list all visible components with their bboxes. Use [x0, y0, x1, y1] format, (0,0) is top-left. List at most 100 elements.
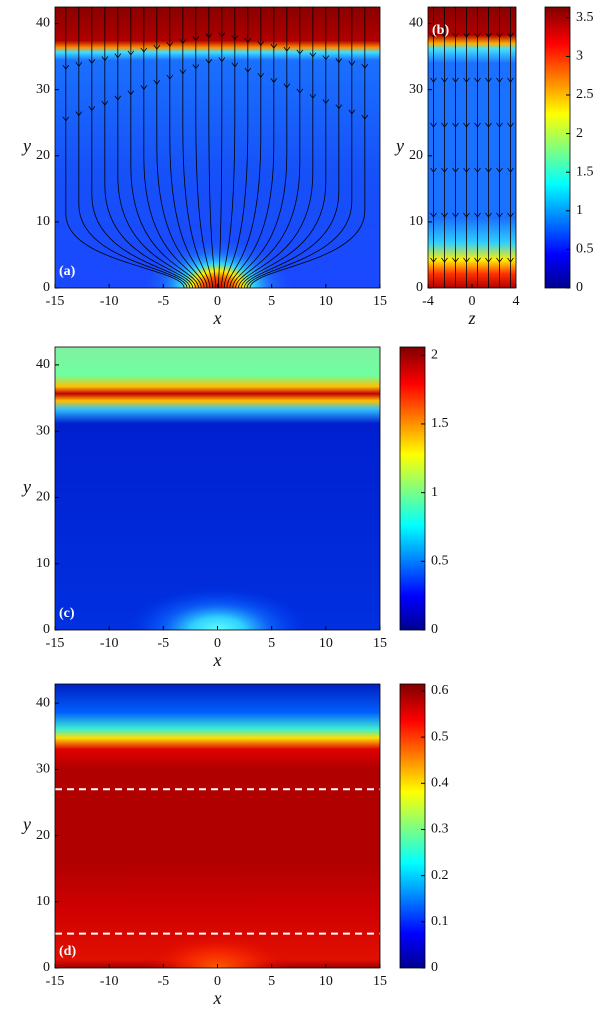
- x-tick-label: -5: [157, 974, 169, 989]
- y-tick-label: 20: [409, 148, 423, 163]
- arrow: [244, 38, 252, 44]
- colorbar-tick-label: 0.5: [431, 729, 449, 744]
- streamline: [226, 7, 262, 289]
- x-tick-label: 4: [513, 294, 520, 309]
- arrow: [296, 88, 304, 94]
- arrow: [463, 77, 470, 83]
- x-tick-label: 10: [319, 974, 333, 989]
- x-tick-label: -4: [422, 294, 434, 309]
- streamline: [91, 7, 191, 289]
- arrow: [507, 77, 514, 83]
- arrow: [452, 167, 459, 173]
- arrow: [485, 122, 492, 128]
- arrow: [496, 77, 503, 83]
- arrow: [218, 57, 226, 63]
- arrow: [496, 167, 503, 173]
- streamline: [220, 7, 236, 289]
- arrow: [474, 122, 481, 128]
- arrow: [474, 257, 481, 263]
- arrow: [496, 257, 503, 263]
- y-tick-label: 30: [36, 423, 50, 438]
- colorbar-tick-label: 2.5: [576, 87, 594, 102]
- arrow: [441, 167, 448, 173]
- streamline: [130, 7, 199, 289]
- y-tick-label: 10: [36, 214, 50, 229]
- x-axis-label: z: [467, 308, 475, 328]
- x-tick-label: 5: [268, 974, 275, 989]
- x-axis-label: x: [213, 988, 222, 1008]
- colorbar-tick-label: 1.5: [431, 416, 449, 431]
- arrow: [463, 167, 470, 173]
- colorbar-tick-label: 2: [431, 347, 438, 362]
- arrow: [166, 41, 174, 47]
- arrow: [430, 77, 437, 83]
- arrow: [153, 44, 161, 50]
- arrow: [507, 212, 514, 218]
- y-tick-label: 40: [409, 16, 423, 31]
- x-tick-label: -5: [157, 636, 169, 651]
- arrow: [474, 32, 481, 38]
- arrow: [485, 32, 492, 38]
- arrow: [463, 257, 470, 263]
- arrow: [88, 59, 96, 65]
- streamline: [243, 7, 340, 289]
- arrow: [348, 109, 356, 115]
- panel-label: (c): [59, 606, 75, 621]
- x-tick-label: -10: [100, 636, 119, 651]
- arrow: [257, 41, 265, 46]
- arrow: [231, 62, 239, 68]
- y-axis-label: y: [21, 477, 31, 497]
- arrow: [496, 212, 503, 218]
- arrow: [452, 122, 459, 128]
- arrow: [218, 32, 226, 38]
- x-tick-label: 15: [373, 294, 387, 309]
- arrow: [430, 122, 437, 128]
- x-tick-label: 15: [373, 636, 387, 651]
- arrow: [88, 106, 96, 112]
- colorbar-tick-label: 3.5: [576, 10, 594, 25]
- arrow: [463, 212, 470, 218]
- streamline: [229, 7, 275, 289]
- streamline: [195, 7, 214, 289]
- y-axis-label: y: [21, 814, 31, 834]
- arrow: [361, 114, 369, 120]
- arrow: [335, 104, 343, 110]
- y-tick-label: 10: [409, 214, 423, 229]
- y-tick-label: 0: [416, 280, 423, 295]
- arrow: [322, 55, 330, 61]
- colorbar-tick-label: 0: [431, 960, 438, 975]
- y-tick-label: 30: [409, 82, 423, 97]
- arrow: [430, 32, 437, 38]
- arrow: [309, 52, 317, 58]
- streamline: [249, 7, 366, 289]
- arrow: [348, 61, 356, 66]
- x-tick-label: 0: [214, 974, 221, 989]
- x-tick-label: 0: [214, 294, 221, 309]
- arrow: [205, 58, 213, 64]
- streamline: [78, 7, 188, 289]
- panel-label: (d): [59, 944, 76, 959]
- arrow: [474, 167, 481, 173]
- y-tick-label: 40: [36, 16, 50, 31]
- x-tick-label: -15: [46, 974, 65, 989]
- arrow: [441, 257, 448, 263]
- arrow: [62, 64, 70, 70]
- x-axis-label: x: [213, 650, 222, 670]
- x-tick-label: 10: [319, 636, 333, 651]
- arrow: [75, 111, 83, 117]
- colorbar-tick-label: 1: [576, 203, 583, 218]
- y-tick-label: 0: [43, 622, 50, 637]
- x-tick-label: -10: [100, 294, 119, 309]
- arrow: [441, 77, 448, 83]
- colorbar-tick-label: 0.3: [431, 822, 449, 837]
- arrow: [75, 61, 83, 67]
- y-tick-label: 0: [43, 280, 50, 295]
- arrow: [430, 257, 437, 263]
- arrow: [441, 212, 448, 218]
- arrow: [452, 77, 459, 83]
- arrow: [463, 122, 470, 128]
- arrow: [283, 83, 291, 89]
- arrow: [166, 74, 174, 80]
- y-tick-label: 30: [36, 762, 50, 777]
- y-tick-label: 0: [43, 960, 50, 975]
